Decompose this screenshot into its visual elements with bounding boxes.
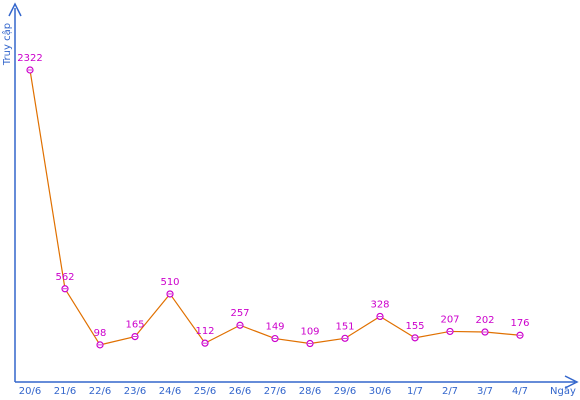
x-tick-label-21/6: 21/6 bbox=[54, 386, 76, 397]
data-label-27/6: 149 bbox=[265, 322, 284, 333]
x-tick-label-20/6: 20/6 bbox=[19, 386, 41, 397]
x-tick-label-30/6: 30/6 bbox=[369, 386, 391, 397]
data-label-24/6: 510 bbox=[160, 277, 179, 288]
x-axis-arrow-icon bbox=[564, 375, 579, 389]
x-tick-label-29/6: 29/6 bbox=[334, 386, 356, 397]
data-label-20/6: 2322 bbox=[17, 53, 42, 64]
data-label-30/6: 328 bbox=[370, 299, 389, 310]
series-line bbox=[29, 69, 521, 346]
x-tick-labels: 20/6 21/6 22/6 23/6 24/6 25/6 26/6 27/6 28/6 29/6… bbox=[19, 386, 528, 397]
y-axis-title: Truy cập bbox=[1, 23, 13, 66]
data-label-22/6: 98 bbox=[94, 328, 107, 339]
x-tick-label-27/6: 27/6 bbox=[264, 386, 286, 397]
x-tick-label-3/7: 3/7 bbox=[477, 386, 493, 397]
x-tick-label-4/7: 4/7 bbox=[512, 386, 528, 397]
data-label-1/7: 155 bbox=[405, 321, 424, 332]
x-tick-label-22/6: 22/6 bbox=[89, 386, 111, 397]
x-tick-label-26/6: 26/6 bbox=[229, 386, 251, 397]
x-tick-label-24/6: 24/6 bbox=[159, 386, 181, 397]
x-tick-label-23/6: 23/6 bbox=[124, 386, 146, 397]
x-tick-label-1/7: 1/7 bbox=[407, 386, 423, 397]
x-tick-label-28/6: 28/6 bbox=[299, 386, 321, 397]
data-label-28/6: 109 bbox=[300, 327, 319, 338]
data-label-29/6: 151 bbox=[335, 321, 354, 332]
data-labels: 2322 562 98 165 510 112 257 149 109 151 328 155 207 2… bbox=[17, 53, 529, 339]
data-label-2/7: 207 bbox=[440, 314, 459, 325]
y-axis-arrow-icon bbox=[8, 2, 22, 17]
data-label-25/6: 112 bbox=[195, 326, 214, 337]
data-label-4/7: 176 bbox=[510, 318, 529, 329]
data-label-23/6: 165 bbox=[125, 320, 144, 331]
x-axis-title: Ngày bbox=[550, 385, 576, 397]
x-tick-label-25/6: 25/6 bbox=[194, 386, 216, 397]
data-label-26/6: 257 bbox=[230, 308, 249, 319]
series-layer bbox=[26, 66, 524, 349]
x-tick-label-2/7: 2/7 bbox=[442, 386, 458, 397]
data-label-21/6: 562 bbox=[55, 272, 74, 283]
data-label-3/7: 202 bbox=[475, 315, 494, 326]
